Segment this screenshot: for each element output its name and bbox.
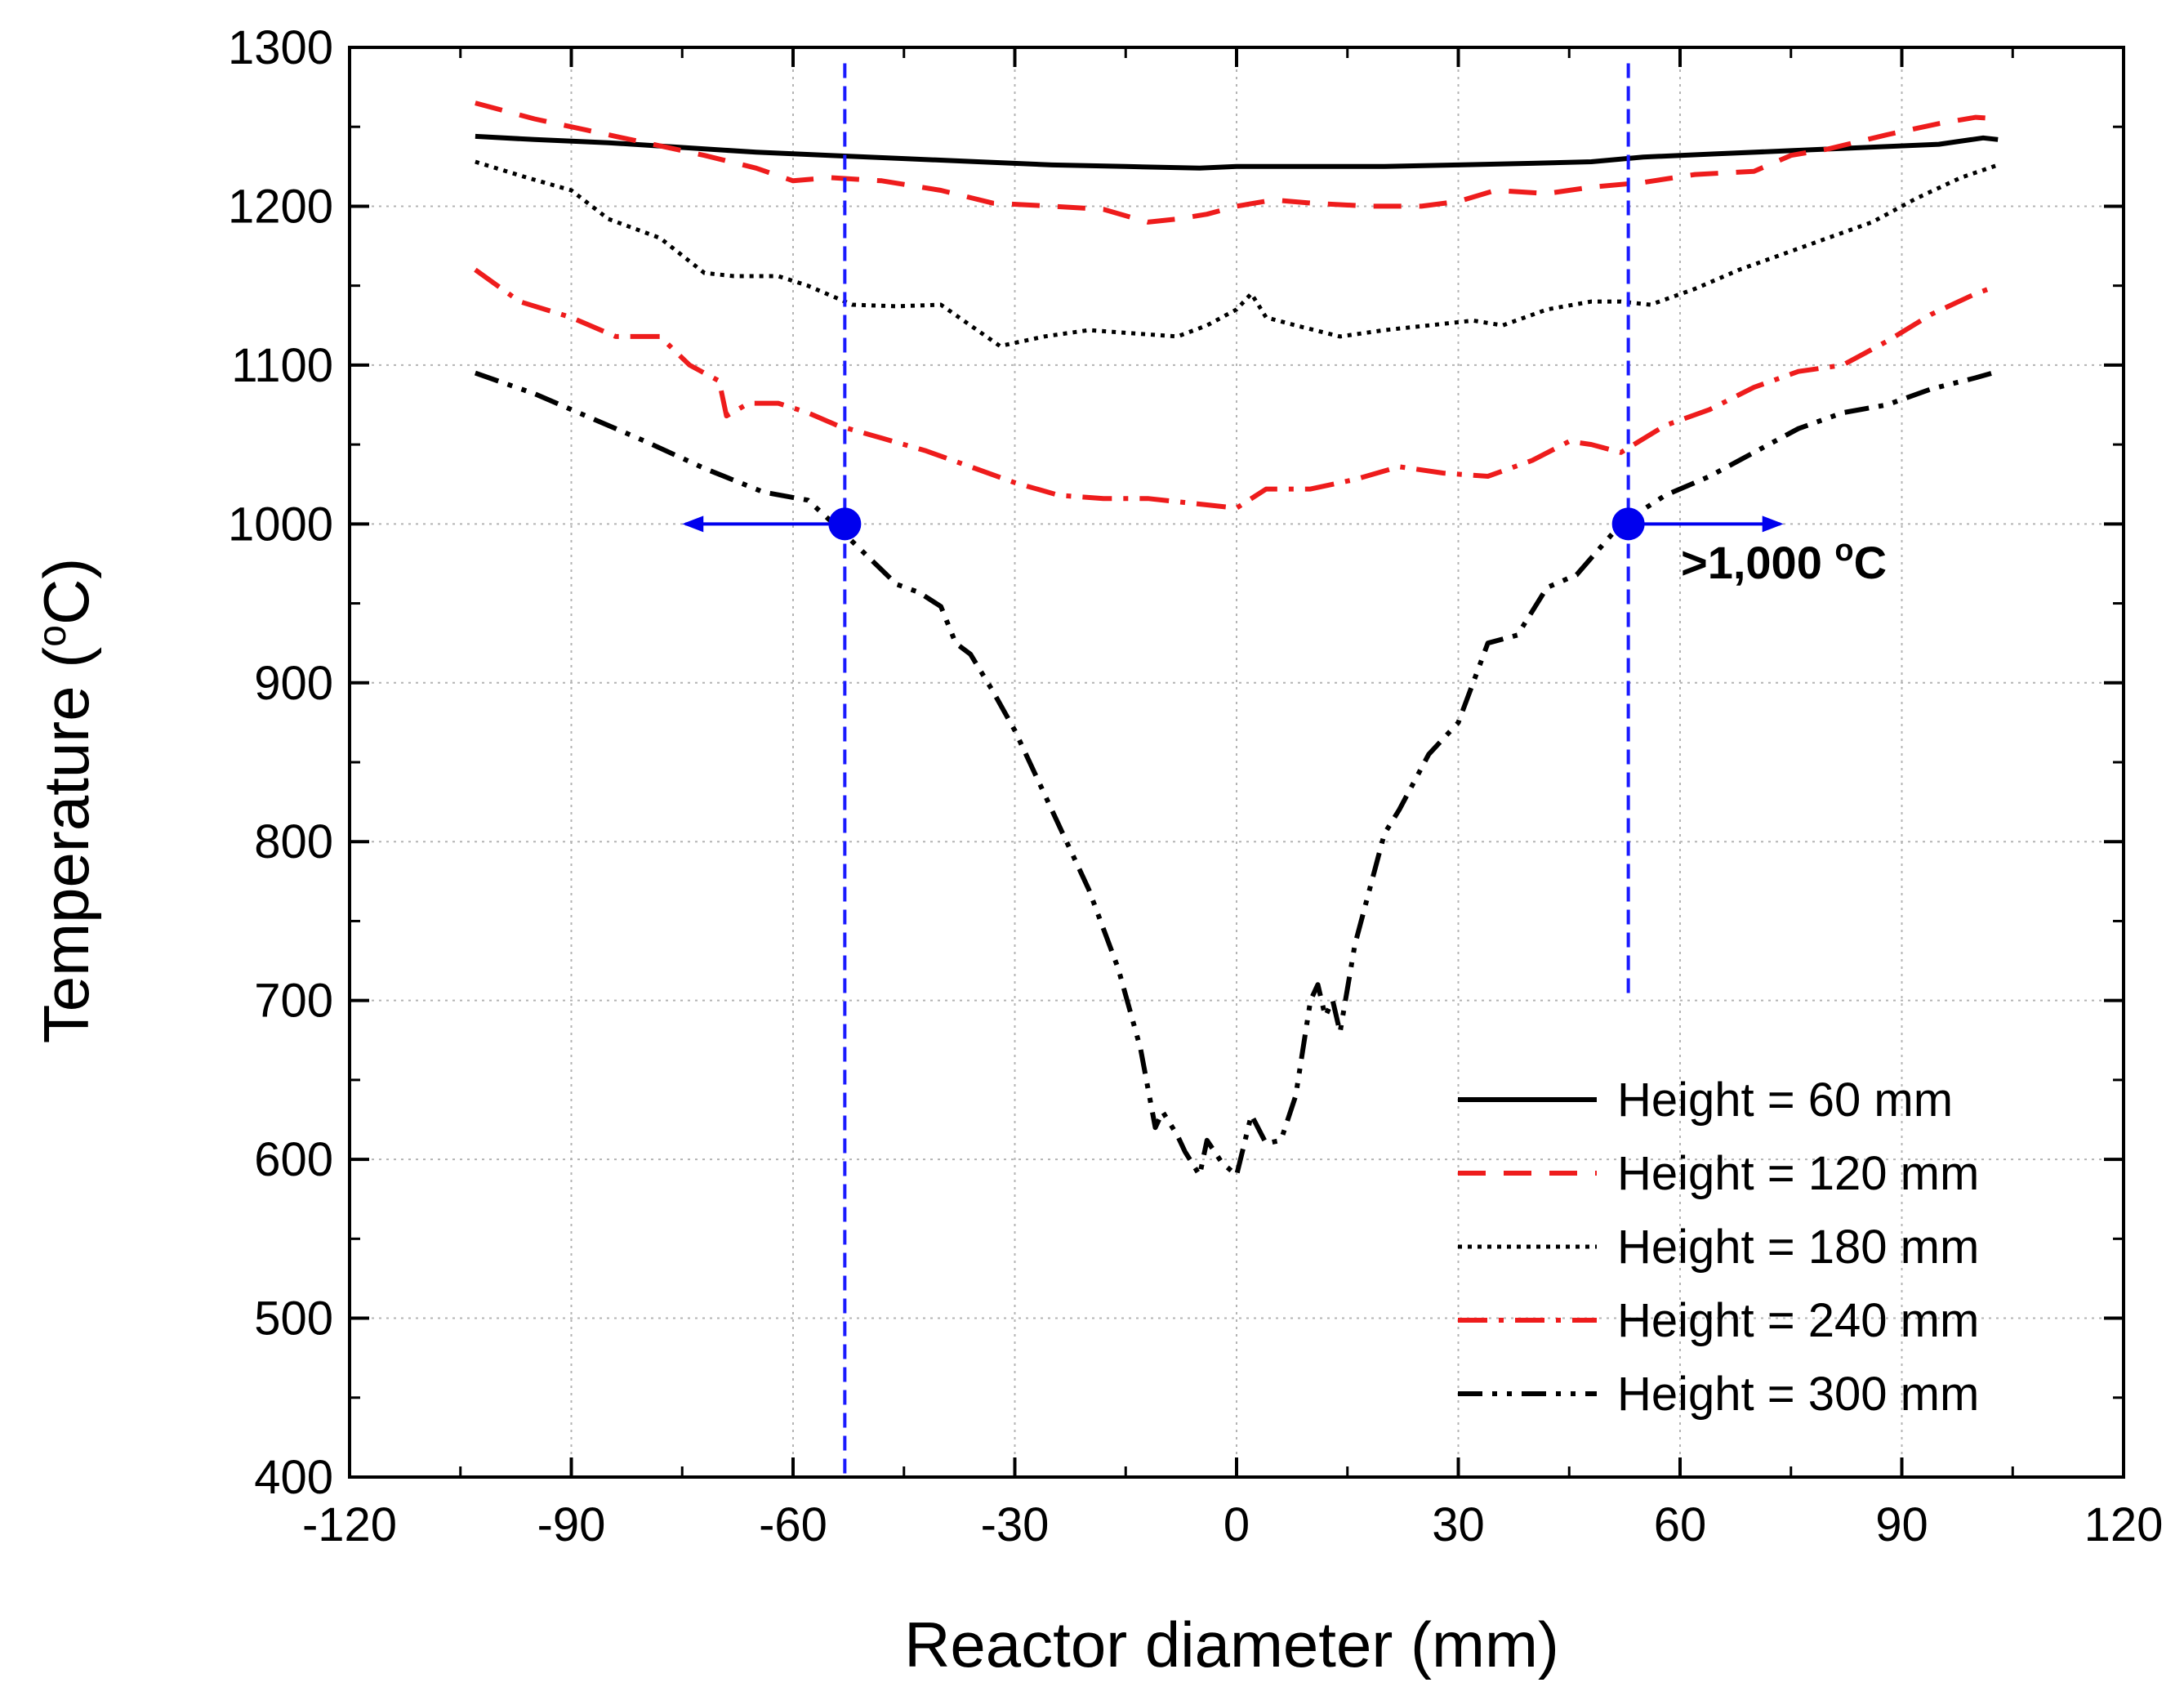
- series-layer: [474, 100, 1999, 1178]
- x-tick-label: -30: [981, 1498, 1050, 1551]
- x-tick-label: -90: [537, 1498, 606, 1551]
- y-tick-label: 400: [254, 1451, 333, 1504]
- threshold-arrowhead-1: [682, 516, 704, 533]
- y-tick-label: 700: [254, 975, 333, 1028]
- y-tick-label: 800: [254, 815, 333, 868]
- y-axis-title-sup: o: [31, 625, 74, 647]
- y-tick-label: 1100: [231, 339, 333, 392]
- y-tick-label: 600: [254, 1133, 333, 1186]
- x-tick-label: 60: [1654, 1498, 1707, 1551]
- x-tick-label: 120: [2084, 1498, 2164, 1551]
- threshold-annotation: >1,000 oC: [1681, 533, 1887, 588]
- x-tick-label: 0: [1223, 1498, 1250, 1551]
- legend-label-4: Height = 240 mm: [1617, 1294, 1979, 1347]
- threshold-annotation-pre: >1,000: [1681, 537, 1834, 588]
- y-tick-label: 1000: [228, 498, 333, 551]
- y-tick-label: 500: [254, 1292, 333, 1346]
- y-axis-title-pre: Temperature (: [30, 647, 102, 1044]
- x-tick-label: 30: [1432, 1498, 1485, 1551]
- legend-label-2: Height = 120 mm: [1617, 1147, 1979, 1200]
- y-tick-label: 900: [254, 657, 333, 710]
- threshold-annotation-post: C: [1854, 537, 1887, 588]
- x-axis-title: Reactor diameter (mm): [904, 1609, 1559, 1680]
- threshold-arrowhead-2: [1762, 516, 1784, 533]
- legend-label-3: Height = 180 mm: [1617, 1221, 1979, 1274]
- axes: -120 -90 -60 -30 0 30 60 90 120 400 500 600 700 800 90…: [228, 21, 2163, 1551]
- legend-label-1: Height = 60 mm: [1617, 1073, 1953, 1127]
- x-tick-label: -60: [759, 1498, 827, 1551]
- legend: Height = 60 mm Height = 120 mm Height = 18…: [1458, 1073, 1979, 1421]
- series-line-2: [475, 100, 1999, 225]
- legend-label-5: Height = 300 mm: [1617, 1368, 1979, 1421]
- y-axis-title: Temperature (oC): [30, 558, 102, 1044]
- y-tick-label: 1200: [228, 180, 333, 233]
- y-axis-title-post: C): [30, 558, 102, 625]
- series-line-1: [475, 133, 1999, 171]
- y-tick-label: 1300: [228, 21, 333, 74]
- x-tick-label: -120: [302, 1498, 397, 1551]
- threshold-marker-2: [1611, 507, 1645, 541]
- annotation-layer: [682, 63, 1784, 1477]
- series-line-4: [474, 267, 1999, 511]
- threshold-marker-1: [828, 507, 862, 541]
- x-tick-label: 90: [1875, 1498, 1928, 1551]
- threshold-annotation-sup: o: [1834, 533, 1853, 568]
- grid: [350, 47, 2124, 1477]
